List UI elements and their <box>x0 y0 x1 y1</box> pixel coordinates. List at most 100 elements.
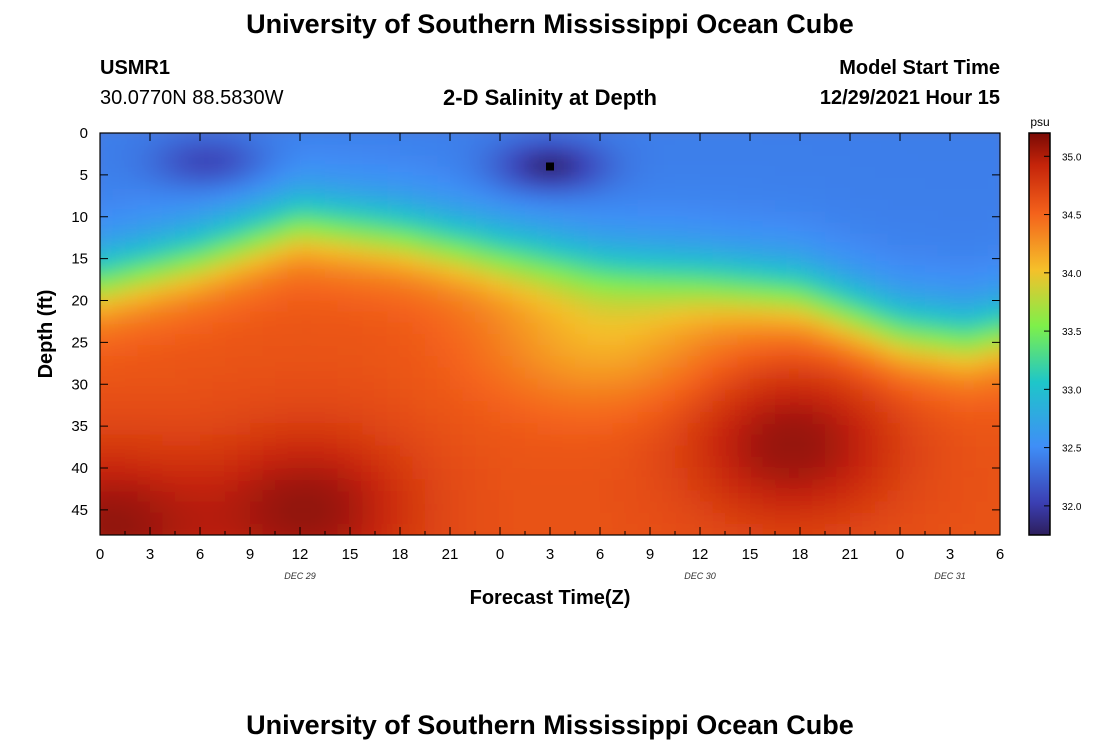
heatmap-cell <box>125 211 139 223</box>
heatmap-cell <box>575 412 589 424</box>
heatmap-cell <box>700 456 714 469</box>
heatmap-cell <box>262 166 276 179</box>
heatmap-cell <box>925 468 939 480</box>
heatmap-cell <box>350 356 364 369</box>
heatmap-cell <box>737 300 751 313</box>
heatmap-cell <box>525 423 539 436</box>
heatmap-cell <box>937 490 951 503</box>
heatmap-cell <box>150 133 164 145</box>
heatmap-cell <box>462 222 476 235</box>
heatmap-cell <box>875 490 889 503</box>
heatmap-cell <box>225 200 239 212</box>
heatmap-cell <box>962 300 976 313</box>
heatmap-cell <box>300 211 314 223</box>
heatmap-cell <box>425 423 439 436</box>
heatmap-cell <box>1000 356 1013 368</box>
heatmap-cell <box>150 177 164 190</box>
heatmap-cell <box>400 255 414 268</box>
heatmap-cell <box>487 401 501 413</box>
heatmap-cell <box>275 378 289 391</box>
heatmap-cell <box>1000 479 1013 491</box>
heatmap-cell <box>325 278 339 290</box>
heatmap-cell <box>525 401 539 413</box>
heatmap-cell <box>762 401 776 413</box>
heatmap-cell <box>762 479 776 491</box>
heatmap-cell <box>875 434 889 447</box>
heatmap-cell <box>450 512 464 525</box>
heatmap-cell <box>187 166 201 179</box>
heatmap-cell <box>887 434 901 447</box>
heatmap-cell <box>912 412 926 424</box>
heatmap-cell <box>925 188 939 201</box>
heatmap-cell <box>300 501 314 514</box>
heatmap-cell <box>338 535 351 547</box>
heatmap-cell <box>425 133 439 134</box>
heatmap-cell <box>262 468 276 480</box>
heatmap-cell <box>537 378 551 391</box>
heatmap-cell <box>637 267 651 279</box>
heatmap-cell <box>700 501 714 514</box>
heatmap-cell <box>762 166 776 179</box>
heatmap-cell <box>287 445 301 458</box>
heatmap-cell <box>575 490 589 503</box>
heatmap-cell <box>762 311 776 324</box>
heatmap-cell <box>800 133 814 145</box>
heatmap-cell <box>450 255 464 268</box>
heatmap-cell <box>812 300 826 313</box>
heatmap-cell <box>350 479 364 491</box>
heatmap-cell <box>387 523 401 535</box>
heatmap-cell <box>987 200 1000 212</box>
heatmap-cell <box>900 535 913 547</box>
heatmap-cell <box>1000 379 1013 391</box>
heatmap-cell <box>887 300 901 313</box>
heatmap-cell <box>687 512 701 525</box>
heatmap-cell <box>512 356 526 369</box>
heatmap-cell <box>637 334 651 346</box>
heatmap-cell <box>750 479 764 491</box>
heatmap-cell <box>350 468 364 480</box>
heatmap-cell <box>950 255 964 268</box>
heatmap-cell <box>225 401 239 413</box>
heatmap-cell <box>187 523 201 535</box>
heatmap-cell <box>487 322 501 335</box>
heatmap-cell <box>112 311 126 324</box>
heatmap-cell <box>400 133 414 134</box>
heatmap-cell <box>950 300 964 313</box>
heatmap-cell <box>562 389 576 402</box>
heatmap-cell <box>462 434 476 447</box>
heatmap-cell <box>500 133 514 134</box>
heatmap-cell <box>675 300 689 313</box>
heatmap-cell <box>950 188 964 201</box>
heatmap-cell <box>525 523 539 535</box>
heatmap-cell <box>550 200 564 212</box>
heatmap-cell <box>850 490 864 503</box>
heatmap-cell <box>300 479 314 491</box>
heatmap-cell <box>1000 401 1013 413</box>
heatmap-cell <box>212 378 226 391</box>
heatmap-cell <box>475 468 489 480</box>
heatmap-cell <box>237 177 251 190</box>
heatmap-cell <box>987 367 1000 380</box>
heatmap-cell <box>950 468 964 480</box>
heatmap-cell <box>812 389 826 402</box>
heatmap-cell <box>762 345 776 357</box>
heatmap-cell <box>875 267 889 279</box>
heatmap-cell <box>662 278 676 290</box>
heatmap-cell <box>425 512 439 525</box>
heatmap-cell <box>537 211 551 223</box>
heatmap-cell <box>962 378 976 391</box>
heatmap-cell <box>937 155 951 168</box>
heatmap-cell <box>875 367 889 380</box>
heatmap-cell <box>862 166 876 179</box>
heatmap-cell <box>475 278 489 290</box>
heatmap-cell <box>862 523 876 535</box>
heatmap-cell <box>825 423 839 436</box>
heatmap-cell <box>750 445 764 458</box>
heatmap-cell <box>150 356 164 369</box>
heatmap-cell <box>687 222 701 235</box>
heatmap-cell <box>375 188 389 201</box>
heatmap-cell <box>125 222 139 235</box>
heatmap-cell <box>400 490 414 503</box>
heatmap-cell <box>850 188 864 201</box>
heatmap-cell <box>825 155 839 168</box>
